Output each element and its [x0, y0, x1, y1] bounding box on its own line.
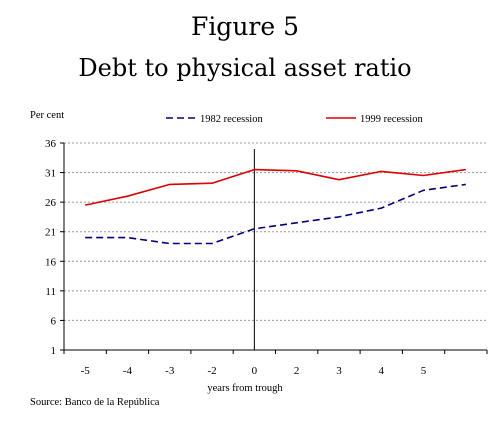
- x-tick-label-2: -3: [165, 365, 175, 377]
- x-tick-label-7: 4: [379, 365, 385, 377]
- source-note: Source: Banco de la República: [30, 397, 160, 408]
- y-tick-label-36: 36: [45, 138, 57, 150]
- y-tick-label-1: 1: [51, 345, 57, 357]
- y-tick-label-31: 31: [45, 168, 56, 180]
- x-tick-label-5: 2: [294, 365, 300, 377]
- y-tick-label-16: 16: [45, 256, 57, 268]
- series-lines: [85, 168, 466, 245]
- figure-label: Figure 5: [190, 12, 300, 41]
- y-axis-label: Per cent: [30, 110, 64, 121]
- chart-title: Debt to physical asset ratio: [78, 54, 412, 82]
- legend-label-1982: 1982 recession: [200, 114, 263, 125]
- x-tick-label-0: -5: [81, 365, 91, 377]
- grid-lines: [64, 142, 487, 321]
- series-line-1999: [85, 168, 466, 206]
- x-tick-label-3: -2: [207, 365, 216, 377]
- x-axis-label: years from trough: [207, 383, 283, 394]
- legend: 1982 recession 1999 recession: [166, 114, 423, 125]
- y-tick-label-21: 21: [45, 227, 56, 239]
- axes: [60, 142, 488, 354]
- y-tick-label-11: 11: [45, 286, 56, 298]
- x-tick-label-6: 3: [336, 365, 342, 377]
- x-tick-label-4: 0: [252, 365, 258, 377]
- x-tick-label-1: -4: [123, 365, 133, 377]
- series-line-1982: [85, 183, 466, 245]
- legend-label-1999: 1999 recession: [360, 114, 423, 125]
- y-tick-label-6: 6: [51, 315, 57, 327]
- y-tick-label-26: 26: [45, 197, 57, 209]
- x-tick-label-8: 5: [421, 365, 427, 377]
